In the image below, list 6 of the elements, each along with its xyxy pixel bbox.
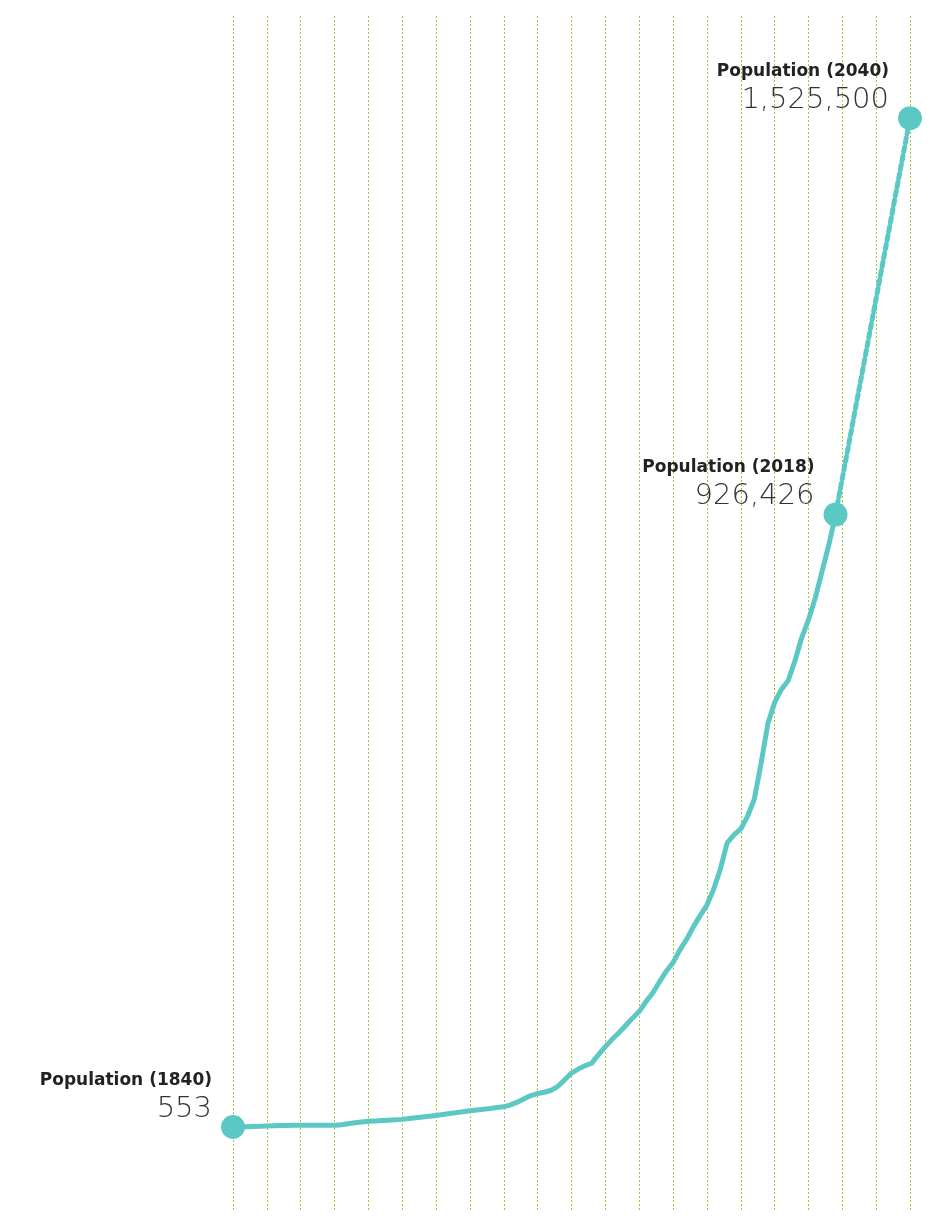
text: Population (1840) bbox=[39, 1068, 212, 1089]
data-label: 926,426 bbox=[694, 477, 815, 512]
data-label: 553 bbox=[156, 1089, 212, 1124]
annotation: Population (2040) bbox=[716, 60, 889, 81]
data-label: 1,525,500 bbox=[741, 81, 889, 116]
annotation: Population (2018) bbox=[642, 456, 815, 477]
